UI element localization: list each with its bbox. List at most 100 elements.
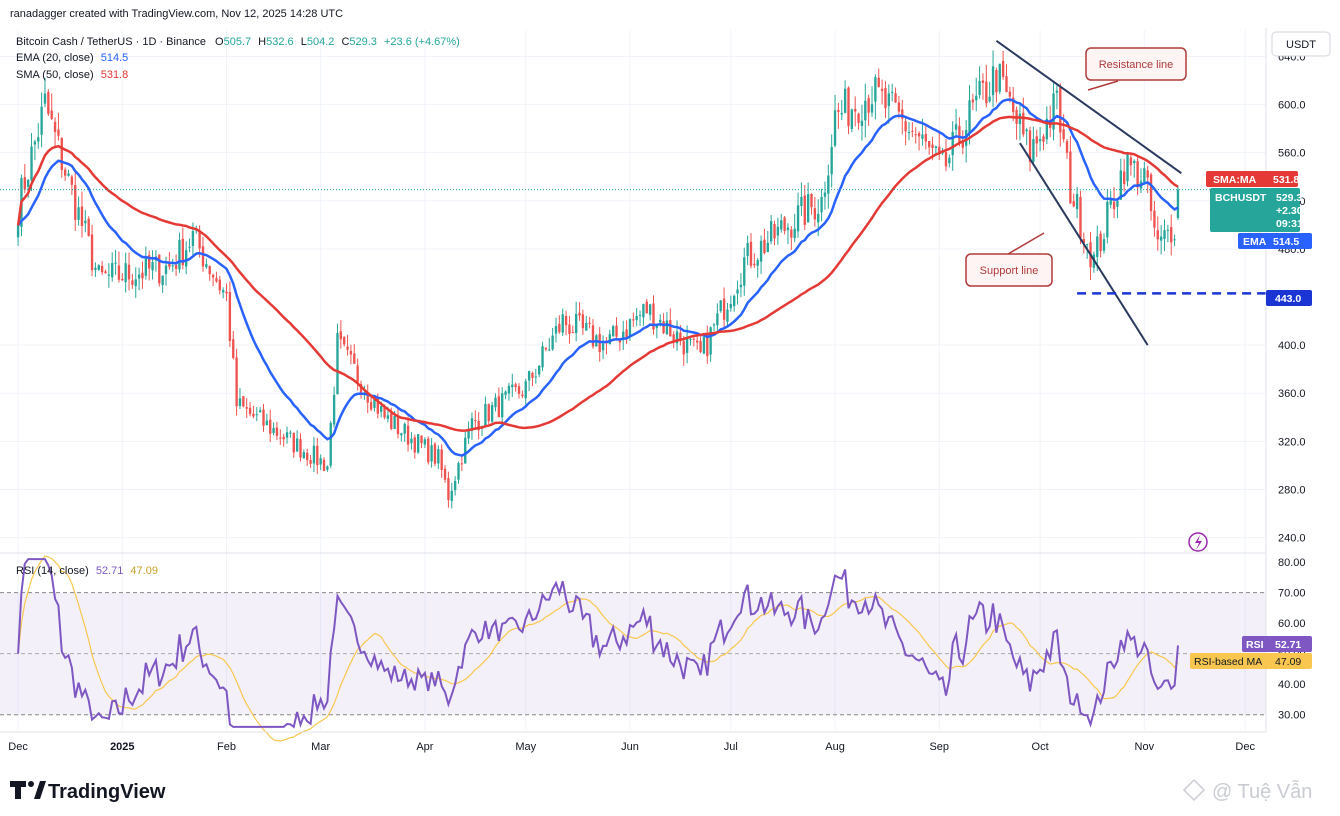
candle-body — [548, 349, 551, 351]
candle-body — [917, 133, 921, 137]
candle-body — [279, 437, 282, 439]
candle-body — [894, 93, 897, 103]
candle-body — [887, 93, 891, 107]
candle-body — [16, 225, 20, 238]
candle-body — [867, 98, 870, 113]
candle-body — [319, 458, 322, 465]
candle-body — [659, 319, 662, 323]
price-tick-label: 360.0 — [1278, 388, 1306, 400]
ema-legend[interactable]: EMA (20, close) 514.5 — [16, 52, 128, 64]
candle-body — [1025, 129, 1028, 132]
candle-body — [914, 134, 917, 136]
candle-body — [366, 394, 369, 403]
candle-body — [1018, 113, 1022, 125]
candle-body — [884, 88, 887, 109]
candle-body — [823, 192, 827, 197]
candle-body — [262, 409, 265, 426]
lightning-icon[interactable] — [1188, 532, 1208, 552]
candle-body — [531, 372, 534, 378]
candle-body — [564, 316, 568, 326]
currency-button-label: USDT — [1286, 39, 1316, 51]
candle-body — [282, 436, 285, 440]
time-axis[interactable]: Dec 2025 Feb Mar Apr May Jun Jul Aug Sep Oct Nov Dec — [8, 741, 1255, 753]
candle-body — [517, 386, 521, 394]
candle-body — [521, 394, 524, 397]
candle-body — [901, 109, 904, 119]
price-pane[interactable] — [0, 28, 1266, 553]
candle-body — [121, 278, 124, 281]
candle-body — [769, 221, 773, 242]
candle-body — [1065, 141, 1069, 153]
symbol-legend[interactable]: Bitcoin Cash / TetherUS · 1D · Binance O… — [16, 36, 460, 48]
candle-body — [490, 405, 494, 422]
candle-body — [773, 223, 776, 239]
candle-body — [433, 443, 437, 464]
candle-body — [403, 423, 406, 434]
candle-body — [1012, 97, 1015, 113]
ema-legend-label: EMA (20, close) — [16, 52, 94, 64]
candle-body — [817, 213, 820, 223]
svg-text:SMA (50, close) 531.8: SMA (50, close) 531.8 — [16, 69, 128, 81]
support-label: Support line — [980, 265, 1039, 277]
candle-body — [43, 93, 47, 104]
ema-line — [17, 98, 1179, 457]
candle-body — [1122, 171, 1126, 184]
candle-body — [306, 452, 309, 461]
candle-body — [74, 185, 77, 220]
rsi-legend[interactable]: RSI (14, close) 52.71 47.09 — [16, 565, 158, 577]
candle-body — [302, 452, 306, 459]
candle-body — [494, 397, 497, 408]
tradingview-logo[interactable]: TradingView — [10, 781, 166, 803]
candle-body — [759, 240, 763, 262]
candle-body — [1035, 136, 1038, 144]
candle-body — [158, 254, 161, 284]
candle-body — [346, 346, 349, 350]
candle-body — [554, 326, 558, 334]
candle-body — [685, 337, 689, 353]
candle-body — [406, 425, 410, 445]
candle-body — [107, 274, 111, 276]
watermark: @ Tuệ Vẫn — [1182, 778, 1312, 803]
low-label: L — [301, 36, 307, 48]
sma-legend[interactable]: SMA (50, close) 531.8 — [16, 69, 128, 81]
candle-body — [793, 228, 796, 239]
candle-body — [712, 324, 716, 326]
candle-body — [393, 415, 396, 429]
rsi-tag-label: RSI — [1246, 639, 1264, 651]
candle-body — [806, 194, 810, 223]
candle-body — [272, 428, 275, 434]
candle-body — [709, 327, 712, 355]
candle-body — [991, 66, 995, 96]
candle-body — [114, 262, 117, 264]
candle-body — [80, 206, 84, 227]
candle-body — [669, 320, 672, 337]
candle-body — [137, 274, 141, 279]
candle-body — [181, 238, 184, 266]
currency-button[interactable]: USDT — [1271, 31, 1331, 57]
candle-body — [820, 196, 823, 213]
candle-body — [585, 323, 588, 331]
candle-body — [1082, 239, 1085, 244]
support-callout[interactable]: Support line — [965, 232, 1053, 287]
candle-body — [968, 100, 971, 134]
candle-body — [796, 205, 800, 232]
candle-body — [201, 246, 205, 267]
candle-body — [733, 295, 736, 307]
candle-body — [329, 423, 332, 466]
candle-body — [450, 490, 453, 501]
candle-body — [706, 334, 709, 357]
resistance-callout[interactable]: Resistance line — [1085, 47, 1187, 91]
candle-body — [457, 463, 460, 480]
svg-text:EMA (20, close) 514.5: EMA (20, close) 514.5 — [16, 52, 128, 64]
candle-body — [558, 323, 561, 333]
candle-body — [269, 419, 272, 434]
candle-body — [850, 109, 854, 129]
time-tick-label: Aug — [825, 741, 845, 753]
candle-body — [487, 404, 490, 422]
sma-legend-value: 531.8 — [101, 69, 129, 81]
candle-body — [891, 92, 894, 94]
candle-body — [716, 313, 719, 326]
sma-tag: SMA:MA 531.8 — [1206, 171, 1299, 187]
candle-body — [26, 179, 30, 187]
price-tag-countdown: 09:31:50 — [1276, 218, 1318, 230]
